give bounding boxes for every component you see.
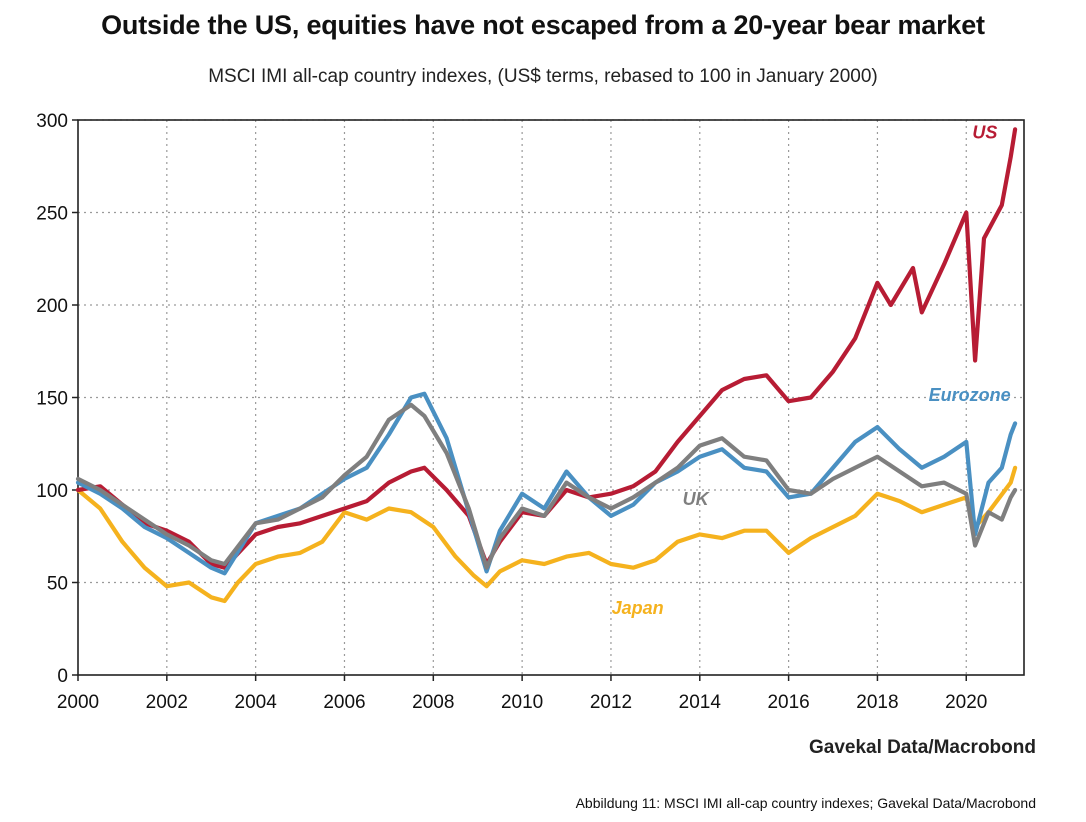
y-tick-label: 100 [36, 481, 68, 502]
x-tick-label: 2006 [323, 692, 365, 713]
x-tick-label: 2020 [945, 692, 987, 713]
chart-subtitle: MSCI IMI all-cap country indexes, (US$ t… [208, 66, 878, 87]
series-label-japan: Japan [612, 598, 664, 618]
x-tick-label: 2016 [767, 692, 809, 713]
x-tick-label: 2004 [235, 692, 278, 713]
source-label: Gavekal Data/Macrobond [808, 737, 1036, 758]
chart-title: Outside the US, equities have not escape… [101, 10, 985, 40]
y-tick-label: 250 [36, 204, 68, 225]
y-tick-label: 200 [36, 296, 68, 317]
y-tick-label: 150 [36, 389, 68, 410]
x-tick-label: 2012 [590, 692, 632, 713]
series-line-eurozone [75, 391, 1018, 576]
series-line-us [75, 127, 1018, 570]
gridlines [78, 119, 1024, 675]
y-tick-label: 50 [47, 574, 68, 595]
x-tick-label: 2000 [57, 692, 99, 713]
series-label-us: US [972, 123, 997, 143]
x-tick-label: 2018 [856, 692, 898, 713]
series-label-eurozone: Eurozone [929, 385, 1011, 405]
plot-frame [77, 119, 1025, 676]
figure-caption: Abbildung 11: MSCI IMI all-cap country i… [575, 795, 1036, 811]
y-tick-label: 300 [36, 111, 68, 132]
series-line-japan [75, 465, 1018, 604]
series-labels: US Eurozone UK Japan [612, 123, 1011, 618]
axes [72, 119, 1025, 681]
y-tick-label: 0 [57, 666, 68, 687]
series-label-uk: UK [683, 489, 711, 509]
x-tick-label: 2002 [146, 692, 188, 713]
tick-labels: 0 50 100 150 200 250 300 2000 2002 2004 2006 2008 20… [36, 111, 987, 713]
x-tick-label: 2010 [501, 692, 543, 713]
series-line-uk [75, 402, 1018, 570]
x-tick-label: 2008 [412, 692, 454, 713]
x-tick-label: 2014 [679, 692, 722, 713]
series-lines [75, 127, 1018, 604]
